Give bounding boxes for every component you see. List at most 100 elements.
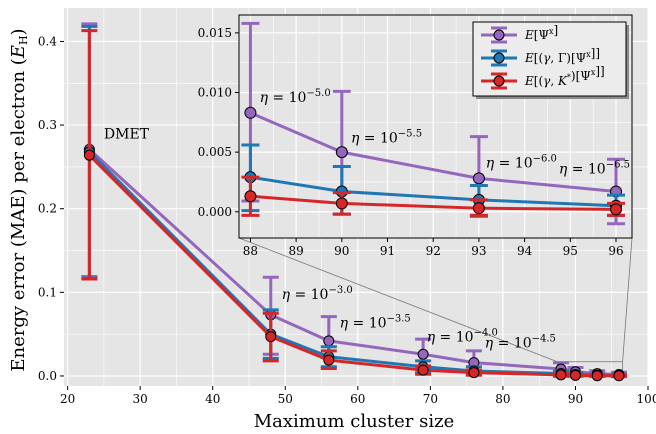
y-tick-label: 0.2 (38, 202, 57, 216)
eta-base: = 10 (290, 287, 328, 303)
inset-y-tick-label: 0.005 (198, 145, 232, 159)
x-tick-label: 50 (278, 392, 293, 406)
eta-annotation: η = 10−4.5 (485, 334, 556, 352)
eta-base: = 10 (268, 90, 306, 106)
series-line (249, 111, 617, 193)
data-point (555, 369, 567, 381)
data-point (417, 364, 429, 376)
y-axis-title-sub: H (17, 35, 30, 45)
inset-x-tick-label: 95 (563, 244, 578, 258)
inset-eta-annotation: η = 10−6.0 (486, 154, 557, 172)
x-tick-label: 90 (568, 392, 583, 406)
eta-exponent: −5.5 (398, 129, 422, 140)
data-point (613, 370, 625, 382)
inset-x-tick-label: 88 (243, 244, 258, 258)
eta-exponent: −6.0 (533, 154, 557, 165)
inset-y-tick-label: 0.000 (198, 205, 232, 219)
inset-y-tick-label: 0.010 (198, 86, 232, 100)
data-point (83, 149, 95, 161)
legend-label-part: [Ψ (534, 28, 550, 42)
inset-eta-annotation: η = 10−6.5 (559, 160, 630, 178)
eta-exponent: −3.0 (328, 285, 352, 296)
data-point (610, 203, 623, 216)
eta-symbol: η (282, 287, 291, 303)
legend-label-part: x (591, 68, 596, 77)
series-line (250, 194, 617, 211)
data-point (468, 367, 480, 379)
inset-x-tick-label: 94 (517, 244, 533, 258)
inset-frame (238, 14, 633, 239)
legend-label-part: * (567, 73, 571, 82)
eta-symbol: η (260, 90, 269, 106)
legend-label-part: , Γ)[Ψ (550, 51, 586, 65)
eta-symbol: η (340, 315, 349, 331)
legend-label-part: ] (554, 23, 559, 37)
y-tick-label: 0.3 (38, 118, 57, 132)
series (241, 175, 626, 217)
legend-label-part: [( (534, 74, 543, 88)
y-axis-title-close: ) (8, 28, 29, 35)
legend: E[Ψx]E[(γ, Γ)[Ψx]]E[(γ, K*)[Ψx]] (472, 21, 629, 99)
legend-label-part: [( (534, 51, 543, 65)
eta-exponent: −3.5 (387, 313, 411, 324)
x-tick-label: 30 (133, 392, 148, 406)
legend-label-part: E (524, 74, 534, 88)
x-tick-label: 40 (205, 392, 220, 406)
legend-swatch-marker (493, 52, 505, 64)
legend-label-part: x (586, 50, 591, 59)
legend-label: E[(γ, K*)[Ψx]] (524, 64, 605, 88)
x-tick-label: 100 (637, 392, 656, 406)
legend-label-part: γ (543, 51, 551, 65)
inset-eta-annotation: η = 10−5.0 (260, 88, 331, 106)
legend-label-part: x (549, 27, 554, 36)
eta-base: = 10 (359, 131, 397, 147)
data-point (591, 370, 603, 382)
legend-label-part: )[Ψ (571, 69, 591, 83)
eta-annotation: η = 10−4.0 (427, 328, 498, 346)
inset-x-tick-label: 90 (334, 244, 349, 258)
x-tick-label: 80 (495, 392, 510, 406)
legend-label-part: K (557, 74, 568, 88)
data-point (265, 331, 277, 343)
legend-label-part: , (550, 74, 558, 88)
legend-label-part: ]] (595, 64, 604, 78)
inset-x-tick-label: 92 (426, 244, 441, 258)
eta-base: = 10 (348, 315, 386, 331)
legend-label-part: E (524, 51, 534, 65)
eta-exponent: −5.0 (306, 88, 330, 99)
eta-annotation: η = 10−3.5 (340, 313, 411, 331)
eta-symbol: η (427, 330, 436, 346)
x-tick-label: 20 (60, 392, 75, 406)
series-line (250, 175, 617, 208)
legend-swatch-marker (493, 29, 505, 41)
inset-plot: 88 89 90 91 92 93 94 95 96 0.000 0.005 0.010 0.015 η … (198, 14, 633, 258)
eta-annotation: η = 10−3.0 (282, 285, 353, 303)
inset-x-tick-label: 96 (608, 244, 623, 258)
data-point (323, 335, 335, 347)
eta-symbol: η (351, 131, 360, 147)
y-tick-label: 0.1 (38, 285, 57, 299)
inset-eta-annotation: η = 10−5.5 (351, 129, 422, 147)
legend-label: E[(γ, Γ)[Ψx]] (524, 46, 600, 65)
legend-label-part: ]] (591, 46, 600, 60)
eta-base: = 10 (435, 330, 473, 346)
legend-label-part: E (524, 28, 534, 42)
inset-y-tick-label: 0.015 (198, 26, 232, 40)
y-axis-title: Energy error (MAE) per electron (EH) (8, 28, 30, 371)
eta-base: = 10 (493, 336, 531, 352)
eta-exponent: −4.5 (532, 334, 556, 345)
eta-base: = 10 (494, 156, 532, 172)
x-tick-label: 70 (423, 392, 438, 406)
legend-swatch-marker (493, 75, 505, 87)
y-tick-label: 0.4 (38, 34, 57, 48)
eta-exponent: −6.5 (606, 160, 630, 171)
eta-symbol: η (485, 336, 494, 352)
inset-x-tick-label: 91 (380, 244, 395, 258)
y-tick-label: 0.0 (38, 369, 57, 383)
eta-base: = 10 (567, 162, 605, 178)
legend-label: E[Ψx] (524, 23, 558, 42)
eta-symbol: η (559, 162, 568, 178)
x-axis-title: Maximum cluster size (254, 411, 455, 432)
data-point (244, 190, 257, 203)
